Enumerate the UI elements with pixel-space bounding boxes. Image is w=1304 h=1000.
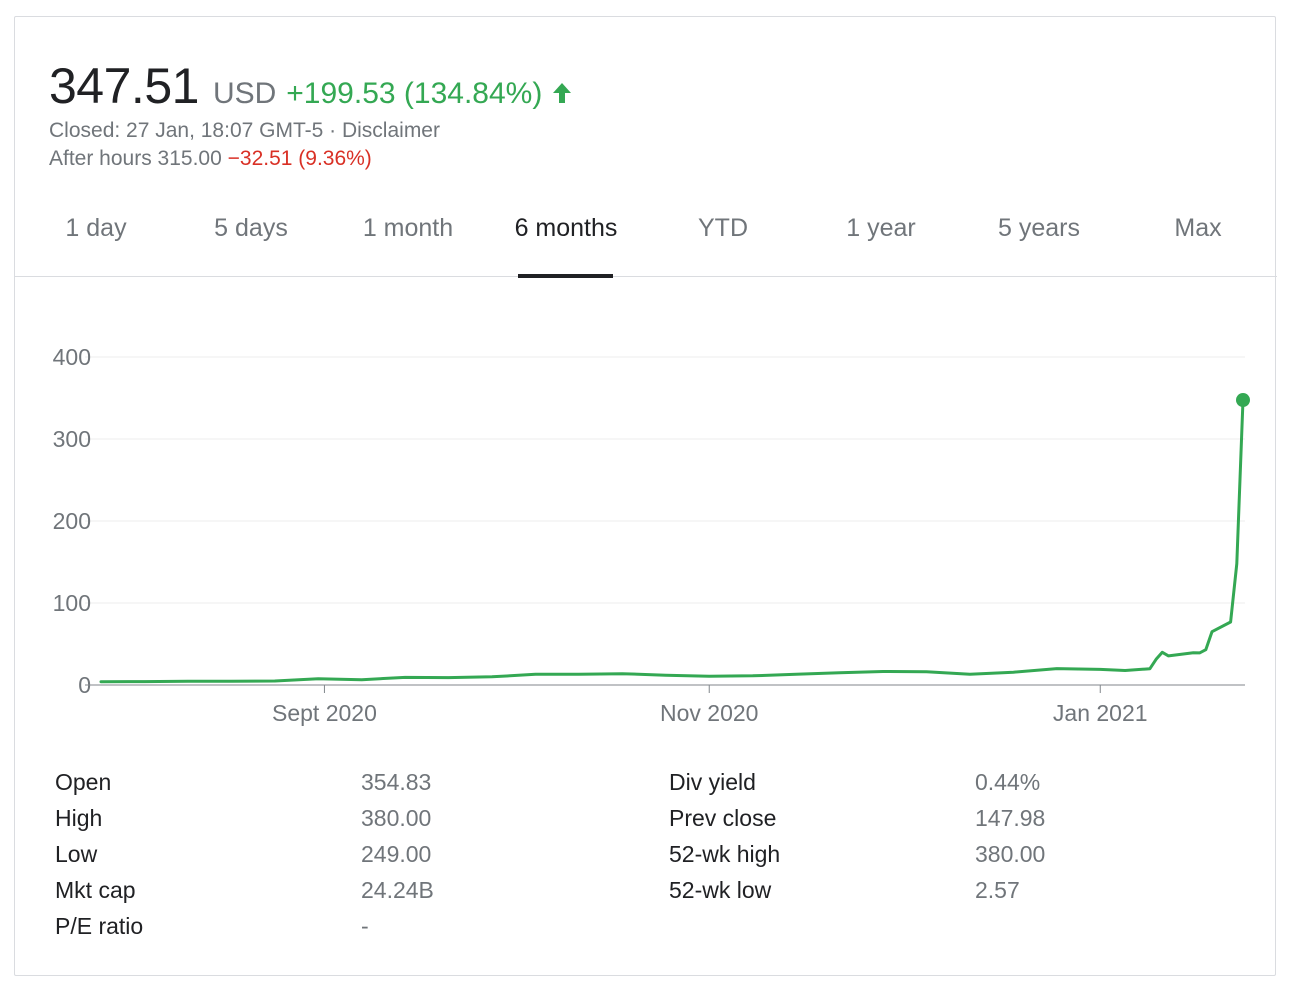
stat-label-low: Low <box>55 841 98 867</box>
tab-6-months[interactable]: 6 months <box>514 214 618 242</box>
current-price: 347.51 <box>49 58 199 114</box>
stat-label-52wk-low: 52-wk low <box>669 877 772 903</box>
y-tick-label: 0 <box>78 672 91 698</box>
x-tick-label: Nov 2020 <box>660 700 758 726</box>
tab-1-day[interactable]: 1 day <box>65 214 127 242</box>
tab-1-month[interactable]: 1 month <box>362 214 454 242</box>
tab-5-days[interactable]: 5 days <box>214 214 288 242</box>
after-hours-label: After hours 315.00 <box>49 147 222 170</box>
y-tick-label: 200 <box>53 508 91 534</box>
stat-value-low: 249.00 <box>361 841 432 867</box>
arrow-up-icon <box>550 81 574 105</box>
active-tab-indicator <box>518 274 613 278</box>
last-price-point <box>1236 393 1250 408</box>
x-tick-label: Sept 2020 <box>272 700 377 726</box>
stat-value-high: 380.00 <box>361 805 432 831</box>
price-row: 347.51 USD +199.53 (134.84%) <box>49 57 574 115</box>
price-line <box>99 398 1245 684</box>
stat-value-mkt-cap: 24.24B <box>361 877 434 903</box>
y-tick-label: 100 <box>53 590 91 616</box>
stat-label-mkt-cap: Mkt cap <box>55 877 136 903</box>
stat-label-52wk-high: 52-wk high <box>669 841 781 867</box>
range-tabs: 1 day 5 days 1 month 6 months YTD 1 year… <box>15 192 1277 278</box>
currency-label: USD <box>212 77 277 110</box>
tab-ytd[interactable]: YTD <box>698 214 748 242</box>
tab-max[interactable]: Max <box>1174 214 1222 242</box>
y-tick-label: 400 <box>53 344 91 370</box>
x-tick-label: Jan 2021 <box>1053 700 1148 726</box>
stat-value-prev-close: 147.98 <box>975 805 1046 831</box>
after-hours-change: −32.51 (9.36%) <box>227 147 372 170</box>
closed-info: Closed: 27 Jan, 18:07 GMT-5 · Disclaimer <box>49 119 440 142</box>
stat-value-pe-ratio: - <box>361 913 369 939</box>
price-chart[interactable]: 0 100 200 300 400 Sept 2020 Nov 2020 Jan 2021 <box>15 317 1277 757</box>
y-tick-label: 300 <box>53 426 91 452</box>
tab-5-years[interactable]: 5 years <box>998 214 1080 242</box>
stat-value-div-yield: 0.44% <box>975 769 1041 795</box>
tab-1-year[interactable]: 1 year <box>846 214 916 242</box>
stat-label-high: High <box>55 805 103 831</box>
stat-value-52wk-high: 380.00 <box>975 841 1046 867</box>
stat-value-open: 354.83 <box>361 769 432 795</box>
stat-label-div-yield: Div yield <box>669 769 756 795</box>
stat-value-52wk-low: 2.57 <box>975 877 1020 903</box>
price-change: +199.53 (134.84%) <box>286 77 543 110</box>
after-hours-info: After hours 315.00 −32.51 (9.36%) <box>49 147 372 171</box>
stat-label-pe-ratio: P/E ratio <box>55 913 144 939</box>
stock-card: 347.51 USD +199.53 (134.84%) Closed: 27 … <box>14 16 1277 976</box>
stat-label-open: Open <box>55 769 112 795</box>
stat-label-prev-close: Prev close <box>669 805 777 831</box>
